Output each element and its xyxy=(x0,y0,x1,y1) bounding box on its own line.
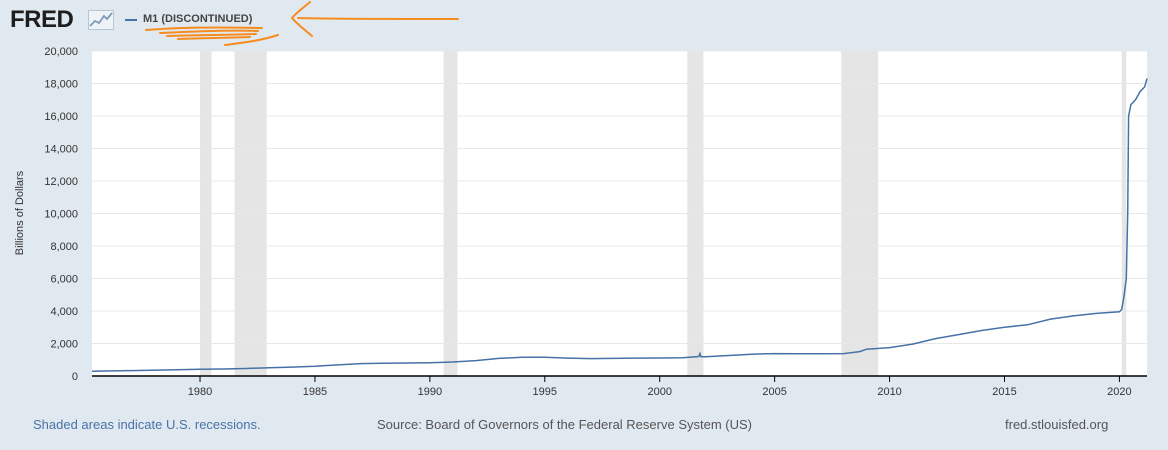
x-tick-label: 2020 xyxy=(1107,386,1131,398)
y-tick-label: 10,000 xyxy=(44,209,78,221)
y-tick-label: 8,000 xyxy=(50,241,78,253)
fred-logo[interactable]: FRED xyxy=(10,6,74,33)
x-tick-label: 1985 xyxy=(303,386,327,398)
y-axis-label: Billions of Dollars xyxy=(14,170,26,255)
annotation-scribble xyxy=(145,26,279,46)
annotation-arrow-head xyxy=(290,1,313,37)
recession-note-link[interactable]: Shaded areas indicate U.S. recessions. xyxy=(33,417,261,432)
x-tick-label: 1980 xyxy=(188,386,212,398)
header: FRED M1 (DISCONTINUED) xyxy=(0,0,1168,40)
x-tick-label: 2015 xyxy=(992,386,1016,398)
x-tick-label: 1995 xyxy=(533,386,557,398)
x-tick-label: 2000 xyxy=(647,386,671,398)
legend-series-swatch xyxy=(125,19,137,21)
chart: 0 2,000 4,000 6,000 8,000 10,000 12,000 14,000 1… xyxy=(14,46,1148,398)
y-tick-label: 16,000 xyxy=(44,111,78,123)
y-tick-label: 2,000 xyxy=(50,339,78,351)
x-tick-label: 2005 xyxy=(762,386,786,398)
y-tick-label: 20,000 xyxy=(44,46,78,58)
x-tick-label: 2010 xyxy=(877,386,901,398)
site-link[interactable]: fred.stlouisfed.org xyxy=(1005,417,1109,432)
y-tick-label: 12,000 xyxy=(44,176,78,188)
series-line-m1 xyxy=(91,78,1148,373)
source-note: Source: Board of Governors of the Federa… xyxy=(377,417,752,432)
y-tick-label: 4,000 xyxy=(50,306,78,318)
y-tick-label: 0 xyxy=(72,371,78,383)
y-tick-label: 14,000 xyxy=(44,144,78,156)
x-tick-label: 1990 xyxy=(418,386,442,398)
hand-drawn-annotation xyxy=(145,1,459,46)
chart-trend-icon xyxy=(88,10,114,30)
legend-series-label[interactable]: M1 (DISCONTINUED) xyxy=(143,13,253,25)
annotation-arrow-line xyxy=(297,17,459,20)
y-tick-label: 18,000 xyxy=(44,79,78,91)
y-tick-label: 6,000 xyxy=(50,274,78,286)
